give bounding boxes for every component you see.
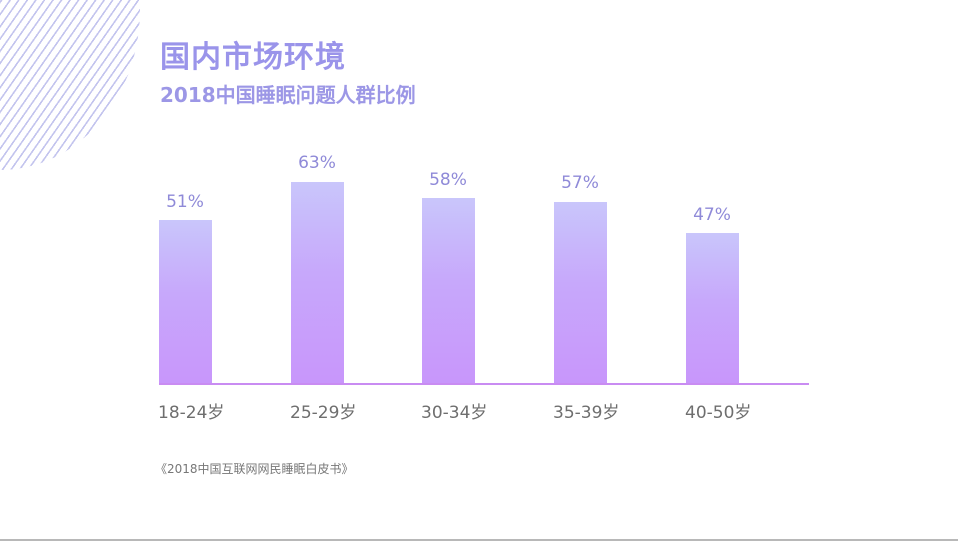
bar-18-24 [159,220,212,384]
category-label: 25-29岁 [290,403,357,423]
bar-35-39 [554,202,607,384]
value-label: 47% [693,205,731,225]
value-label: 58% [429,170,467,190]
category-label: 18-24岁 [158,403,225,423]
bottom-divider [0,539,958,541]
category-label: 40-50岁 [685,403,752,423]
value-label: 63% [298,153,336,173]
bar-25-29 [291,182,344,384]
page-title: 国内市场环境 [160,40,346,75]
bar-40-50 [686,233,739,384]
chart-subtitle: 2018中国睡眠问题人群比例 [160,83,416,107]
x-axis-line [159,383,809,385]
value-label: 57% [561,173,599,193]
value-label: 51% [166,192,204,212]
bar-30-34 [422,198,475,384]
category-label: 35-39岁 [553,403,620,423]
source-citation: 《2018中国互联网网民睡眠白皮书》 [155,462,354,476]
category-label: 30-34岁 [421,403,488,423]
